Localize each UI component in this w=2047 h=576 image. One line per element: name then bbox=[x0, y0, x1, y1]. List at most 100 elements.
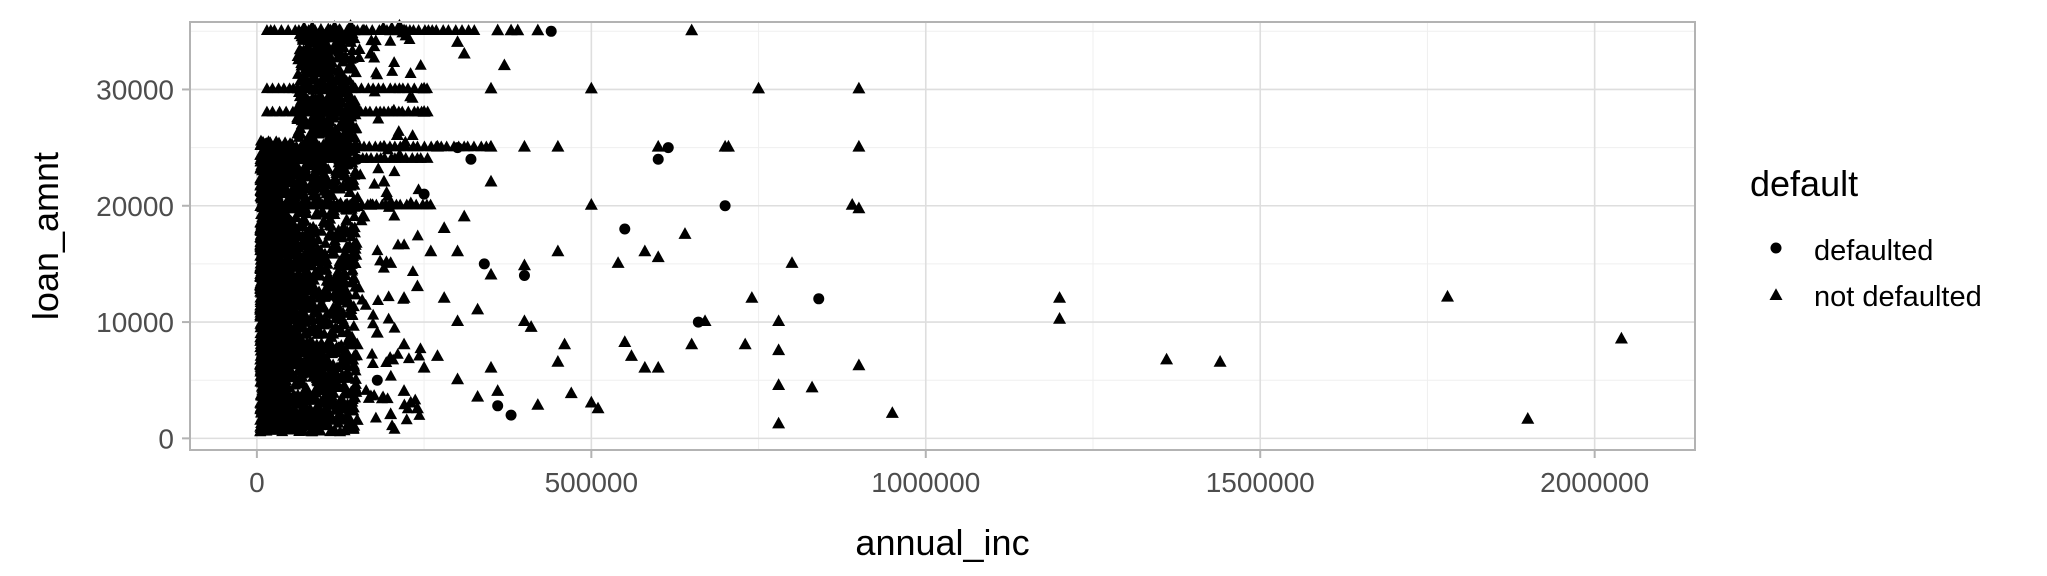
x-tick-label: 1500000 bbox=[1206, 467, 1315, 498]
point-not-defaulted bbox=[320, 120, 333, 132]
point-not-defaulted bbox=[261, 354, 274, 366]
point-not-defaulted bbox=[314, 66, 327, 78]
point-not-defaulted bbox=[263, 280, 276, 292]
point-not-defaulted bbox=[319, 237, 332, 248]
legend-key-triangle bbox=[1769, 288, 1783, 300]
point-not-defaulted bbox=[290, 211, 303, 223]
point-not-defaulted bbox=[310, 223, 323, 235]
point-not-defaulted bbox=[772, 343, 786, 356]
point-not-defaulted bbox=[280, 405, 293, 416]
point-not-defaulted bbox=[584, 395, 598, 408]
point-not-defaulted bbox=[371, 244, 384, 256]
point-not-defaulted bbox=[256, 290, 269, 302]
point-not-defaulted bbox=[417, 104, 431, 117]
point-not-defaulted bbox=[430, 349, 444, 361]
point-not-defaulted bbox=[306, 111, 319, 123]
point-not-defaulted bbox=[261, 246, 274, 258]
point-not-defaulted bbox=[344, 35, 358, 47]
point-not-defaulted bbox=[471, 302, 485, 315]
point-not-defaulted bbox=[280, 339, 293, 351]
point-not-defaulted bbox=[387, 353, 400, 365]
point-not-defaulted bbox=[484, 139, 498, 152]
series-defaulted bbox=[291, 25, 825, 421]
point-not-defaulted bbox=[347, 246, 360, 258]
point-not-defaulted bbox=[272, 260, 285, 272]
point-not-defaulted bbox=[852, 139, 866, 152]
point-not-defaulted bbox=[297, 314, 311, 327]
point-not-defaulted bbox=[304, 414, 317, 426]
point-not-defaulted bbox=[375, 392, 388, 404]
point-not-defaulted bbox=[321, 391, 334, 403]
point-not-defaulted bbox=[288, 221, 301, 233]
point-not-defaulted bbox=[299, 238, 312, 249]
point-not-defaulted bbox=[524, 320, 538, 332]
point-not-defaulted bbox=[284, 356, 297, 368]
point-not-defaulted bbox=[288, 331, 301, 343]
point-not-defaulted bbox=[678, 227, 692, 239]
y-tick-label: 10000 bbox=[96, 307, 174, 338]
point-not-defaulted bbox=[254, 222, 267, 234]
point-not-defaulted bbox=[349, 383, 362, 395]
point-not-defaulted bbox=[558, 337, 572, 350]
point-not-defaulted bbox=[384, 369, 397, 381]
point-not-defaulted bbox=[339, 259, 352, 271]
point-not-defaulted bbox=[344, 186, 357, 197]
y-tick-label: 30000 bbox=[96, 74, 174, 105]
point-not-defaulted bbox=[392, 238, 405, 250]
point-not-defaulted bbox=[368, 177, 381, 189]
point-not-defaulted bbox=[303, 151, 317, 164]
point-not-defaulted bbox=[337, 51, 350, 63]
point-not-defaulted bbox=[322, 356, 335, 368]
point-not-defaulted bbox=[349, 66, 362, 78]
point-not-defaulted bbox=[305, 158, 318, 169]
point-not-defaulted bbox=[349, 391, 362, 403]
point-not-defaulted bbox=[551, 355, 565, 367]
point-not-defaulted bbox=[413, 409, 426, 420]
point-not-defaulted bbox=[287, 186, 300, 197]
point-defaulted bbox=[478, 258, 490, 270]
point-not-defaulted bbox=[348, 210, 361, 222]
point-defaulted bbox=[465, 153, 477, 165]
point-not-defaulted bbox=[290, 420, 304, 432]
data-points bbox=[254, 18, 1628, 437]
point-defaulted bbox=[311, 246, 323, 258]
point-not-defaulted bbox=[772, 378, 786, 391]
point-not-defaulted bbox=[331, 306, 344, 317]
point-not-defaulted bbox=[254, 185, 267, 196]
point-not-defaulted bbox=[356, 293, 369, 305]
point-not-defaulted bbox=[323, 208, 336, 220]
point-not-defaulted bbox=[254, 149, 267, 160]
point-not-defaulted bbox=[274, 242, 287, 254]
point-not-defaulted bbox=[336, 368, 349, 380]
point-not-defaulted bbox=[346, 221, 359, 233]
point-not-defaulted bbox=[340, 213, 353, 225]
point-not-defaulted bbox=[885, 406, 899, 418]
point-not-defaulted bbox=[334, 312, 347, 324]
point-not-defaulted bbox=[263, 395, 277, 408]
point-defaulted bbox=[652, 153, 664, 165]
point-not-defaulted bbox=[344, 420, 357, 432]
point-not-defaulted bbox=[457, 46, 471, 59]
point-not-defaulted bbox=[254, 296, 267, 308]
point-not-defaulted bbox=[341, 334, 354, 346]
point-not-defaulted bbox=[349, 288, 362, 300]
point-not-defaulted bbox=[517, 314, 531, 327]
point-not-defaulted bbox=[311, 44, 324, 56]
x-tick-label: 500000 bbox=[545, 467, 638, 498]
point-not-defaulted bbox=[288, 378, 301, 390]
point-not-defaulted bbox=[370, 66, 383, 78]
point-not-defaulted bbox=[263, 387, 276, 399]
point-not-defaulted bbox=[310, 208, 323, 220]
point-not-defaulted bbox=[421, 152, 434, 163]
point-not-defaulted bbox=[314, 423, 327, 435]
point-not-defaulted bbox=[402, 352, 415, 364]
point-not-defaulted bbox=[296, 387, 309, 399]
point-not-defaulted bbox=[348, 271, 361, 283]
point-not-defaulted bbox=[772, 416, 786, 429]
point-not-defaulted bbox=[491, 23, 505, 36]
point-defaulted bbox=[418, 188, 430, 200]
point-not-defaulted bbox=[698, 314, 712, 327]
point-not-defaulted bbox=[484, 267, 498, 280]
point-not-defaulted bbox=[414, 58, 427, 70]
point-not-defaulted bbox=[384, 256, 398, 268]
